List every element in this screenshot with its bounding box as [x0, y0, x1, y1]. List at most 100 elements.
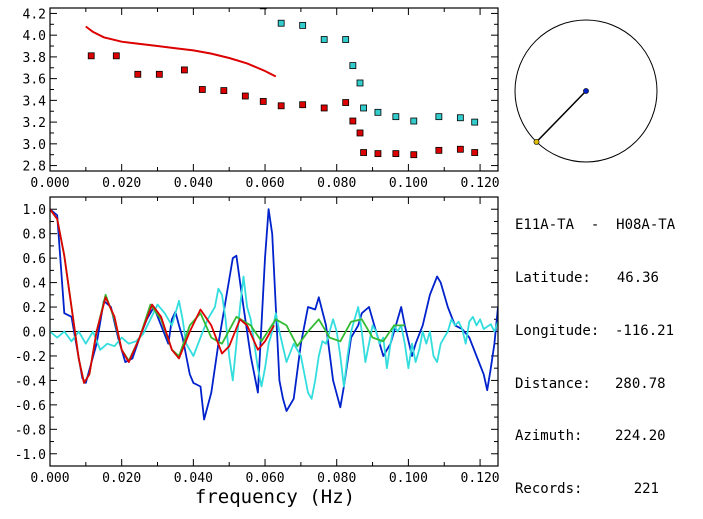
y-tick-label: -0.4	[15, 374, 46, 389]
azimuth-compass	[514, 19, 658, 163]
data-point	[299, 21, 307, 29]
data-point	[356, 129, 364, 137]
x-tick-label: 0.080	[317, 176, 356, 191]
plot-frame	[49, 7, 499, 172]
station-info-panel: E11A-TA - H08A-TA Latitude: 46.36 Longitu…	[515, 182, 675, 516]
y-tick-label: 1.0	[23, 203, 46, 218]
plot-area	[85, 8, 479, 159]
data-point	[349, 62, 357, 69]
data-point	[342, 99, 350, 106]
x-tick-label: 0.040	[174, 471, 213, 486]
center-station-marker	[583, 88, 589, 94]
info-value: 46.36	[616, 269, 659, 286]
x-tick-label: 0.060	[245, 471, 284, 486]
data-point	[410, 117, 418, 125]
info-row-records: Records: 221	[515, 481, 675, 499]
series-line	[50, 208, 498, 421]
data-point	[471, 118, 479, 126]
data-point	[356, 79, 364, 87]
data-point	[349, 117, 357, 125]
y-tick-label: 0.6	[23, 252, 46, 267]
x-tick-label: 0.120	[461, 471, 500, 486]
y-tick-label: -1.0	[15, 448, 46, 463]
y-tick-label: 2.8	[23, 160, 46, 175]
data-point	[374, 150, 382, 158]
data-point	[456, 145, 464, 153]
x-tick-label: 0.020	[102, 471, 141, 486]
info-value: 221	[633, 481, 659, 498]
data-point	[259, 98, 267, 105]
y-tick-label: -0.8	[15, 423, 46, 438]
data-point	[277, 19, 285, 27]
data-point	[299, 101, 307, 109]
series-line	[50, 275, 498, 400]
correlation-line-plot: 0.000 0.020 0.040 0.060 0.080 0.100 0.120 1.0 0.…	[15, 196, 500, 486]
y-tick-label: 3.2	[23, 116, 46, 131]
station-pair-title: E11A-TA - H08A-TA	[515, 217, 676, 234]
x-tick-label: 0.080	[317, 471, 356, 486]
y-tick-label: 3.4	[23, 94, 47, 109]
data-point	[360, 149, 368, 156]
data-point	[342, 36, 350, 43]
series-line	[50, 208, 405, 384]
x-tick-label: 0.020	[102, 176, 141, 191]
data-point	[198, 86, 206, 93]
info-key: Records:	[515, 481, 583, 498]
data-point	[241, 92, 249, 100]
x-axis-title: frequency (Hz)	[195, 486, 355, 508]
azimuth-line	[535, 90, 587, 143]
data-point	[320, 104, 328, 112]
data-point	[87, 52, 95, 60]
y-tick-label: 0.0	[23, 326, 46, 341]
y-tick-label: 4.0	[23, 29, 46, 44]
plot-area	[50, 208, 498, 421]
data-point	[392, 150, 400, 158]
info-value: -116.21	[615, 322, 675, 339]
y-tick-label: 0.2	[23, 301, 46, 316]
y-tick-label: -0.6	[15, 399, 46, 414]
compass-circle	[514, 19, 658, 163]
x-tick-label: 0.040	[174, 176, 213, 191]
x-tick-label: 0.120	[461, 176, 500, 191]
y-tick-label: 3.8	[23, 51, 46, 66]
y-tick-label: 3.6	[23, 73, 46, 88]
plot-frame	[49, 196, 499, 467]
data-point	[112, 52, 120, 60]
data-point	[277, 102, 285, 110]
info-key: Azimuth:	[515, 428, 583, 445]
data-point	[360, 104, 368, 112]
info-value: 280.78	[615, 375, 666, 392]
data-point	[220, 87, 228, 94]
data-point	[435, 146, 443, 154]
dispersion-curve	[85, 25, 277, 78]
info-row-latitude: Latitude: 46.36	[515, 270, 675, 288]
remote-station-marker	[533, 139, 540, 145]
y-tick-label: 0.4	[23, 277, 47, 292]
data-point	[320, 36, 328, 43]
y-tick-label: 0.8	[23, 228, 46, 243]
data-point	[180, 66, 188, 74]
data-point	[134, 70, 142, 78]
x-tick-label: 0.000	[30, 176, 69, 191]
data-point	[155, 70, 163, 78]
info-row-distance: Distance: 280.78	[515, 376, 675, 394]
velocity-scatter-plot: 0.000 0.020 0.040 0.060 0.080 0.100 0.120 2.8 3.…	[23, 7, 500, 191]
x-tick-label: 0.060	[245, 176, 284, 191]
data-point	[471, 149, 479, 156]
data-point	[435, 113, 443, 121]
data-point	[410, 151, 418, 159]
data-point	[392, 113, 400, 121]
x-tick-label: 0.000	[30, 471, 69, 486]
y-tick-label: 3.0	[23, 138, 46, 153]
data-point	[456, 114, 464, 122]
x-tick-label: 0.100	[389, 471, 428, 486]
info-key: Latitude:	[515, 269, 591, 286]
info-key: Distance:	[515, 375, 591, 392]
x-tick-label: 0.100	[389, 176, 428, 191]
series-line	[50, 208, 275, 384]
info-value: 224.20	[615, 428, 666, 445]
y-tick-label: -0.2	[15, 350, 46, 365]
y-tick-label: 4.2	[23, 7, 46, 22]
data-point	[374, 108, 382, 116]
